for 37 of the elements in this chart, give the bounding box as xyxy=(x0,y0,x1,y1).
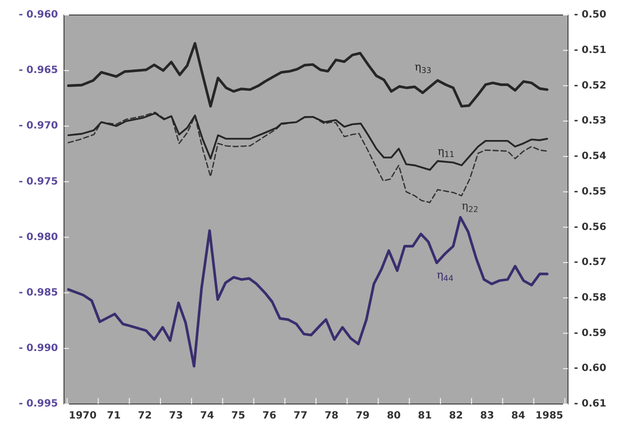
y2-tick-label: - 0.55 xyxy=(574,186,606,198)
y2-tick-label: - 0.61 xyxy=(574,398,606,410)
x-tick-label: 76 xyxy=(262,410,276,422)
x-tick-label: 72 xyxy=(138,410,152,422)
y2-tick-label: - 0.58 xyxy=(574,292,606,304)
y2-tick-label: - 0.57 xyxy=(574,257,606,268)
x-tick-label: 79 xyxy=(356,410,370,422)
x-tick-label: 75 xyxy=(231,410,246,422)
x-tick-label: 71 xyxy=(106,410,121,422)
y2-tick-label: - 0.52 xyxy=(574,80,606,92)
y2-tick-label: - 0.50 xyxy=(574,10,606,21)
line-series xyxy=(68,112,548,204)
y2-tick-label: - 0.59 xyxy=(574,328,606,339)
x-tick-label: 1985 xyxy=(535,410,564,422)
y2-tick-label: - 0.53 xyxy=(574,116,606,127)
x-tick-label: 83 xyxy=(480,410,494,422)
y-tick-label: - 0.965 xyxy=(18,65,58,76)
y2-tick-label: - 0.54 xyxy=(574,151,606,162)
y-tick-label: - 0.960 xyxy=(18,10,58,21)
x-tick-label: 77 xyxy=(293,410,308,422)
x-tick-label: 1970 xyxy=(68,410,97,422)
x-tick-label: 84 xyxy=(511,410,526,422)
x-tick-label: 81 xyxy=(418,410,432,422)
y2-tick-label: - 0.56 xyxy=(574,222,606,233)
x-tick-label: 73 xyxy=(169,410,183,422)
x-tick-label: 78 xyxy=(324,410,339,422)
y-tick-label: - 0.985 xyxy=(18,287,58,298)
y-tick-label: - 0.975 xyxy=(18,176,58,188)
x-tick-label: 74 xyxy=(200,410,214,422)
x-tick-label: 82 xyxy=(449,410,463,422)
y-tick-label: - 0.980 xyxy=(18,232,58,243)
y2-tick-label: - 0.51 xyxy=(574,44,606,56)
y2-tick-label: - 0.60 xyxy=(574,363,606,374)
y-tick-label: - 0.990 xyxy=(18,343,58,354)
y-tick-label: - 0.970 xyxy=(18,120,58,132)
x-tick-label: 80 xyxy=(386,410,401,422)
y-tick-label: - 0.995 xyxy=(18,398,58,410)
